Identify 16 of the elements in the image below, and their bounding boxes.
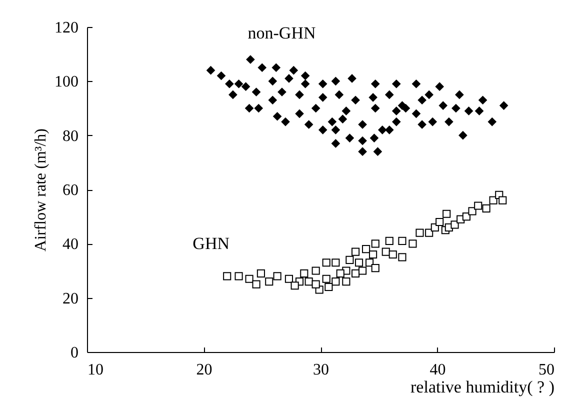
y-tick-label: 0	[70, 344, 78, 362]
y-tick-label: 60	[62, 182, 78, 199]
y-tick-label: 20	[62, 290, 78, 308]
y-tick-label: 80	[62, 128, 78, 145]
x-tick-label: 40	[430, 362, 446, 378]
y-axis-title: Airflow rate (m³/h)	[32, 128, 50, 252]
y-tick-label: 120	[54, 20, 78, 36]
series-label: GHN	[192, 234, 230, 254]
x-axis-title: relative humidity( ? )	[410, 378, 554, 396]
x-tick-label: 30	[313, 362, 329, 378]
series-label: non-GHN	[248, 23, 316, 42]
y-tick-label: 100	[54, 74, 78, 91]
x-tick-label: 20	[196, 362, 212, 378]
x-tick-label: 10	[88, 362, 104, 378]
x-tick-label: 50	[538, 362, 554, 378]
y-tick-label: 40	[62, 236, 78, 254]
